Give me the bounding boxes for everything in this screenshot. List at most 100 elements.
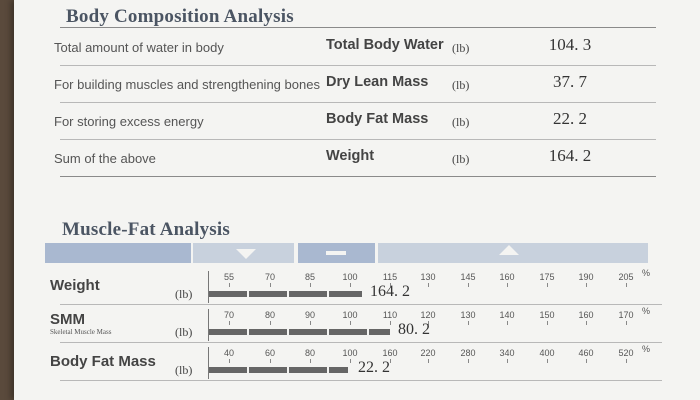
- row-description: Total amount of water in body: [54, 40, 224, 55]
- tick-label: 280: [460, 348, 476, 358]
- row-unit: (lb): [452, 152, 470, 166]
- row-name: Weight: [326, 148, 375, 164]
- row-unit: (lb): [175, 287, 193, 301]
- tick-label: 130: [460, 310, 476, 320]
- muscle-fat-title: Muscle-Fat Analysis: [62, 219, 230, 240]
- tick-label: 160: [499, 272, 515, 282]
- row-name: Dry Lean Mass: [326, 74, 429, 90]
- tick-mark: [390, 283, 391, 287]
- tick-mark: [390, 359, 391, 363]
- tick-mark: [468, 359, 469, 363]
- row-description: Sum of the above: [54, 151, 156, 166]
- row-unit: (lb): [452, 115, 470, 129]
- tick-mark: [626, 283, 627, 287]
- table-row: Sum of the above Weight (lb) 164. 2: [0, 140, 686, 177]
- row-divider: [60, 304, 662, 305]
- tick-mark: [468, 283, 469, 287]
- tick-label: 85: [304, 272, 316, 282]
- tick-mark: [270, 359, 271, 363]
- row-unit: (lb): [452, 41, 470, 55]
- tick-mark: [547, 283, 548, 287]
- table-row: For building muscles and strengthening b…: [0, 66, 686, 103]
- row-unit: (lb): [175, 325, 193, 339]
- tick-mark: [229, 321, 230, 325]
- value-bar: [209, 291, 362, 297]
- tick-label: 160: [382, 348, 398, 358]
- tick-label: 80: [264, 310, 276, 320]
- tick-label: 90: [304, 310, 316, 320]
- tick-label: 170: [618, 310, 634, 320]
- tick-mark: [310, 359, 311, 363]
- row-label: Weight: [50, 277, 100, 294]
- row-value: 80. 2: [398, 321, 430, 338]
- percent-label: %: [642, 306, 651, 316]
- tick-mark: [507, 321, 508, 325]
- row-value: 104. 3: [548, 35, 592, 54]
- row-value: 164. 2: [370, 283, 410, 300]
- row-label: Body Fat Mass: [50, 353, 156, 370]
- tick-label: 150: [539, 310, 555, 320]
- value-bar: [209, 329, 390, 335]
- tick-mark: [626, 321, 627, 325]
- tick-mark: [270, 283, 271, 287]
- tick-mark: [586, 321, 587, 325]
- under-arrow-icon: [236, 249, 256, 259]
- over-arrow-icon: [499, 245, 519, 255]
- tick-mark: [229, 283, 230, 287]
- body-composition-title: Body Composition Analysis: [66, 6, 294, 27]
- tick-label: 100: [342, 348, 358, 358]
- divider: [60, 27, 656, 28]
- tick-mark: [428, 359, 429, 363]
- row-divider: [60, 139, 656, 140]
- tick-label: 145: [460, 272, 476, 282]
- tick-label: 140: [499, 310, 515, 320]
- row-value: 164. 2: [548, 146, 592, 165]
- tick-mark: [468, 321, 469, 325]
- tick-mark: [350, 359, 351, 363]
- tick-label: 460: [578, 348, 594, 358]
- row-value: 22. 2: [358, 359, 390, 376]
- row-divider: [60, 380, 662, 381]
- tick-label: 110: [382, 310, 398, 320]
- tick-label: 120: [420, 310, 436, 320]
- tick-label: 130: [420, 272, 436, 282]
- tick-label: 60: [264, 348, 276, 358]
- percent-label: %: [642, 268, 651, 278]
- row-value: 37. 7: [553, 72, 587, 91]
- tick-mark: [310, 321, 311, 325]
- tick-mark: [350, 283, 351, 287]
- tick-mark: [586, 359, 587, 363]
- table-row: Total amount of water in body Total Body …: [0, 29, 686, 66]
- tick-label: 160: [578, 310, 594, 320]
- tick-label: 400: [539, 348, 555, 358]
- row-value: 22. 2: [553, 109, 587, 128]
- tick-label: 40: [223, 348, 235, 358]
- tick-mark: [547, 359, 548, 363]
- value-bar: [209, 367, 348, 373]
- tick-mark: [229, 359, 230, 363]
- row-sublabel: Skeletal Muscle Mass: [50, 328, 112, 336]
- table-row: For storing excess energy Body Fat Mass (l…: [0, 103, 686, 140]
- tick-label: 340: [499, 348, 515, 358]
- tick-label: 115: [382, 272, 398, 282]
- tick-label: 55: [223, 272, 235, 282]
- row-description: For storing excess energy: [54, 114, 204, 129]
- tick-mark: [310, 283, 311, 287]
- percent-label: %: [642, 344, 651, 354]
- tick-mark: [547, 321, 548, 325]
- tick-label: 175: [539, 272, 555, 282]
- axis-line: [208, 347, 209, 379]
- tick-label: 205: [618, 272, 634, 282]
- tick-label: 100: [342, 272, 358, 282]
- tick-label: 520: [618, 348, 634, 358]
- tick-mark: [507, 359, 508, 363]
- tick-label: 80: [304, 348, 316, 358]
- axis-line: [208, 271, 209, 303]
- tick-label: 220: [420, 348, 436, 358]
- row-name: Body Fat Mass: [326, 111, 429, 127]
- row-unit: (lb): [452, 78, 470, 92]
- tick-mark: [390, 321, 391, 325]
- row-divider: [60, 342, 662, 343]
- under-range-banner: [45, 243, 191, 263]
- row-name: Total Body Water: [326, 37, 444, 53]
